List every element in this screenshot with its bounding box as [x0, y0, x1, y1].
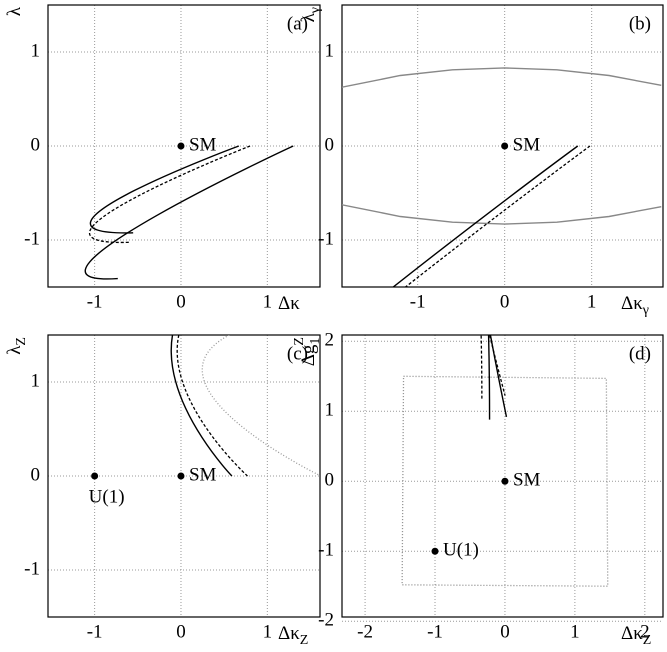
plot-area: [170, 335, 320, 477]
y-axis-label-main: λ: [298, 12, 319, 22]
y-axis-label-sub: Z: [14, 337, 29, 346]
x-axis-label-main: Δκ: [278, 623, 300, 644]
y-axis-label-sup: Z: [292, 337, 307, 346]
point: [177, 472, 185, 480]
x-axis-label: Δκ: [278, 293, 300, 314]
x-axis-label-sub: γ: [642, 303, 649, 318]
x-axis-label-sub: Z: [300, 633, 309, 648]
contour: [342, 67, 662, 225]
contour: [480, 335, 506, 399]
plot-frame: [341, 4, 664, 288]
panel: -1 0 1 -1 0 1 SM (a) Δκ λ: [4, 4, 321, 314]
x-tick-label: 0: [176, 621, 186, 642]
point-label: SM: [189, 464, 217, 485]
x-tick-label: 1: [587, 291, 597, 312]
y-tick-label: -2: [318, 610, 334, 631]
x-axis-label: ΔκZ: [621, 623, 651, 648]
plot-area: [342, 67, 662, 287]
x-tick-label: 0: [176, 291, 186, 312]
x-tick-label: -1: [410, 291, 426, 312]
plot-area: [84, 145, 294, 280]
y-tick-label: 0: [31, 134, 41, 155]
panel-label: (b): [629, 13, 651, 34]
x-axis-label-main: Δκ: [621, 623, 643, 644]
y-axis-label-main: λ: [4, 6, 25, 16]
y-tick-label: -1: [318, 228, 334, 249]
point-label: SM: [513, 134, 541, 155]
x-tick-label: -1: [87, 291, 103, 312]
x-tick-label: 1: [570, 621, 580, 642]
x-tick-label: 1: [263, 621, 273, 642]
y-axis-label: Δg1Z: [292, 337, 323, 366]
point: [501, 142, 509, 150]
point: [431, 547, 439, 555]
y-tick-label: 0: [31, 464, 41, 485]
x-tick-label: 2: [640, 621, 650, 642]
y-tick-label: 2: [325, 330, 335, 351]
y-tick-label: 1: [31, 370, 41, 391]
x-axis-label: ΔκZ: [278, 623, 308, 648]
x-axis-label-main: Δκ: [621, 293, 643, 314]
y-tick-label: 1: [325, 40, 335, 61]
x-axis-label: Δκγ: [621, 293, 649, 318]
y-axis-label: λγ: [298, 7, 323, 22]
plot-area: [401, 335, 609, 587]
contour: [89, 145, 251, 243]
y-tick-label: 1: [325, 400, 335, 421]
y-tick-label: 0: [325, 470, 335, 491]
point: [501, 477, 509, 485]
y-axis-label-sub: 1: [308, 338, 323, 345]
x-tick-label: -2: [357, 621, 373, 642]
contour: [401, 375, 609, 587]
x-tick-label: -1: [87, 621, 103, 642]
y-tick-label: -1: [24, 228, 40, 249]
y-tick-label: -1: [318, 540, 334, 561]
plot-frame: [341, 334, 664, 618]
contour: [84, 145, 294, 280]
contour: [201, 335, 320, 477]
panel-label: (c): [287, 343, 308, 364]
y-axis-label-main: λ: [4, 345, 25, 355]
point-label: SM: [189, 134, 217, 155]
point: [177, 142, 185, 150]
point-label: U(1): [443, 540, 479, 561]
y-tick-label: -1: [24, 558, 40, 579]
contour: [89, 145, 240, 234]
contour: [170, 335, 233, 477]
x-tick-label: 0: [500, 621, 510, 642]
x-axis-label-sub: Z: [643, 633, 652, 648]
x-tick-label: 0: [500, 291, 510, 312]
y-axis-label: λZ: [4, 337, 29, 355]
x-tick-label: -1: [427, 621, 443, 642]
contour: [392, 145, 579, 287]
panel-label: (d): [629, 343, 651, 364]
y-axis-label-main: Δg: [298, 344, 319, 366]
contour: [487, 335, 508, 420]
y-tick-label: 0: [325, 134, 335, 155]
point-label: SM: [513, 470, 541, 491]
contour: [404, 145, 591, 287]
plot-frame: [47, 4, 321, 288]
y-tick-label: 1: [31, 40, 41, 61]
panel-label: (a): [287, 13, 308, 34]
x-tick-label: 1: [263, 291, 273, 312]
y-axis-label-sub: γ: [308, 7, 323, 14]
point: [91, 472, 99, 480]
y-axis-label: λ: [4, 6, 25, 16]
point-label: U(1): [89, 486, 125, 507]
x-axis-label-main: Δκ: [278, 293, 300, 314]
